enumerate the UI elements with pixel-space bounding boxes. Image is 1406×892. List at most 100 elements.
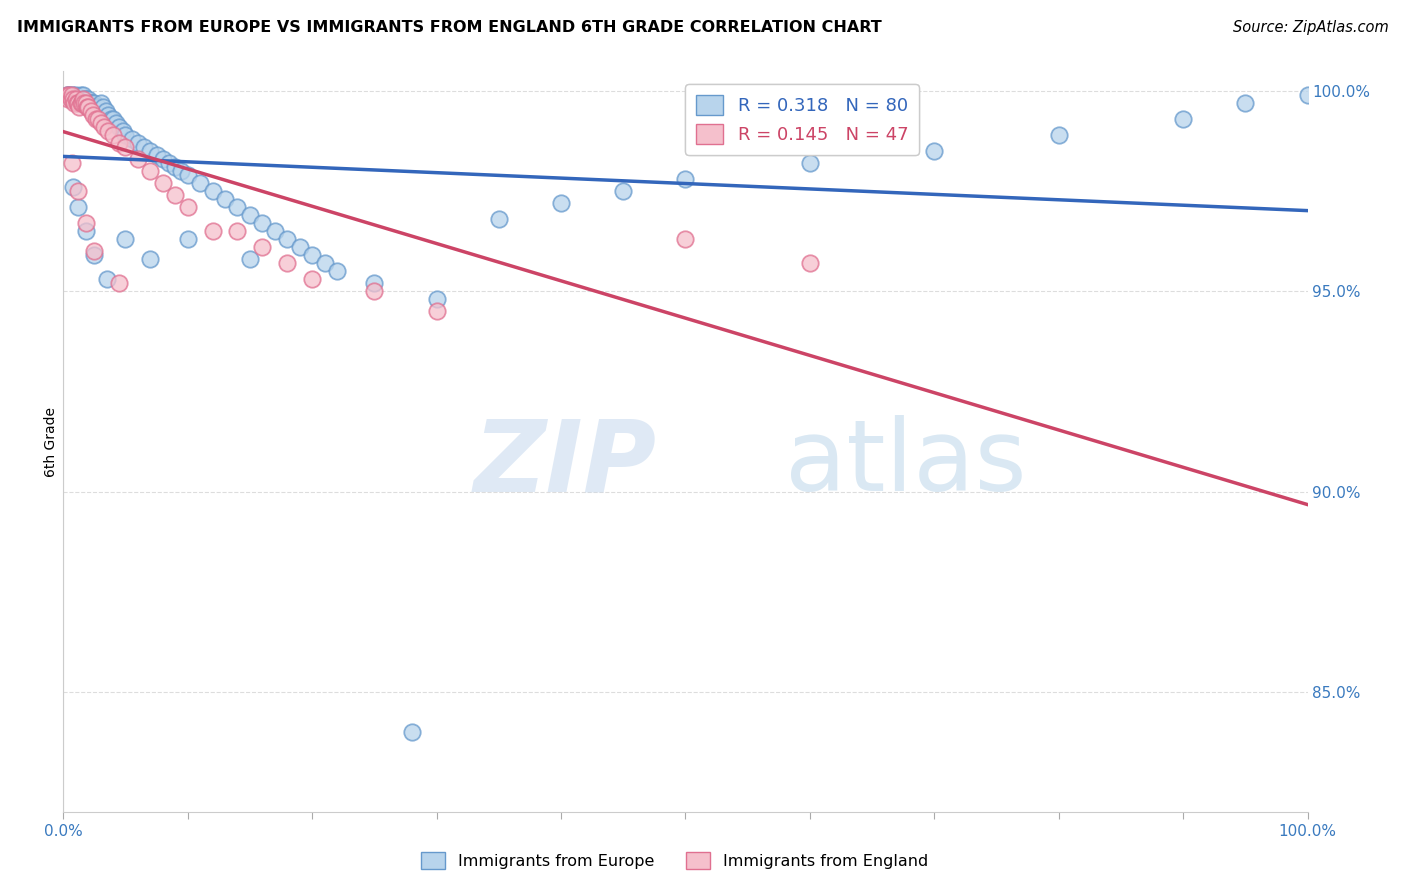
Point	[276, 256, 298, 270]
Point	[75, 92, 97, 106]
Point	[84, 112, 107, 127]
Point	[62, 92, 84, 106]
Point	[58, 88, 80, 103]
Point	[114, 140, 136, 154]
Point	[73, 92, 96, 106]
Point	[73, 96, 96, 111]
Point	[58, 92, 80, 106]
Point	[263, 224, 285, 238]
Point	[77, 100, 100, 114]
Point	[152, 177, 174, 191]
Point	[1173, 112, 1195, 127]
Legend: R = 0.318   N = 80, R = 0.145   N = 47: R = 0.318 N = 80, R = 0.145 N = 47	[685, 84, 920, 154]
Point	[67, 185, 90, 199]
Point	[79, 104, 101, 119]
Point	[63, 92, 86, 106]
Point	[66, 96, 89, 111]
Point	[177, 232, 200, 246]
Text: atlas: atlas	[785, 416, 1026, 512]
Point	[612, 185, 634, 199]
Point	[401, 724, 423, 739]
Point	[60, 156, 83, 170]
Point	[924, 145, 946, 159]
Point	[799, 156, 821, 170]
Point	[90, 116, 112, 130]
Point	[93, 120, 115, 135]
Point	[157, 156, 180, 170]
Point	[97, 124, 120, 138]
Point	[91, 100, 114, 114]
Point	[67, 201, 90, 215]
Point	[675, 232, 697, 246]
Point	[139, 164, 162, 178]
Point	[139, 252, 162, 267]
Point	[145, 148, 167, 162]
Point	[79, 96, 101, 111]
Point	[170, 164, 193, 178]
Point	[139, 145, 162, 159]
Point	[276, 232, 298, 246]
Point	[165, 161, 187, 175]
Text: ZIP: ZIP	[474, 416, 657, 512]
Point	[69, 96, 91, 111]
Point	[63, 96, 86, 111]
Y-axis label: 6th Grade: 6th Grade	[44, 407, 58, 476]
Point	[82, 100, 104, 114]
Point	[65, 88, 87, 103]
Point	[101, 128, 124, 143]
Point	[301, 272, 323, 286]
Point	[65, 92, 87, 106]
Point	[72, 88, 94, 103]
Text: Source: ZipAtlas.com: Source: ZipAtlas.com	[1233, 20, 1389, 35]
Point	[288, 240, 311, 254]
Point	[226, 224, 249, 238]
Point	[58, 88, 80, 103]
Point	[108, 120, 131, 135]
Point	[177, 201, 200, 215]
Point	[69, 100, 91, 114]
Point	[62, 180, 84, 194]
Point	[326, 264, 349, 278]
Point	[90, 96, 112, 111]
Point	[675, 172, 697, 186]
Point	[83, 248, 105, 262]
Point	[70, 92, 93, 106]
Point	[239, 252, 262, 267]
Point	[363, 285, 385, 299]
Point	[94, 104, 117, 119]
Point	[252, 240, 274, 254]
Point	[69, 92, 91, 106]
Point	[108, 277, 131, 291]
Point	[101, 112, 124, 127]
Point	[239, 209, 262, 223]
Point	[252, 216, 274, 230]
Point	[201, 224, 224, 238]
Point	[70, 96, 93, 111]
Point	[60, 88, 83, 103]
Point	[59, 92, 82, 106]
Point	[799, 256, 821, 270]
Point	[72, 92, 94, 106]
Point	[75, 216, 97, 230]
Point	[301, 248, 323, 262]
Point	[214, 193, 236, 207]
Point	[550, 196, 572, 211]
Point	[82, 108, 104, 122]
Point	[67, 96, 90, 111]
Point	[111, 124, 134, 138]
Point	[87, 112, 110, 127]
Point	[363, 277, 385, 291]
Point	[58, 88, 80, 103]
Point	[165, 188, 187, 202]
Point	[62, 88, 84, 103]
Point	[59, 92, 82, 106]
Point	[1047, 128, 1070, 143]
Point	[86, 100, 108, 114]
Point	[114, 128, 136, 143]
Point	[201, 185, 224, 199]
Point	[96, 272, 118, 286]
Point	[1296, 88, 1319, 103]
Point	[226, 201, 249, 215]
Legend: Immigrants from Europe, Immigrants from England: Immigrants from Europe, Immigrants from …	[415, 846, 935, 875]
Point	[75, 96, 97, 111]
